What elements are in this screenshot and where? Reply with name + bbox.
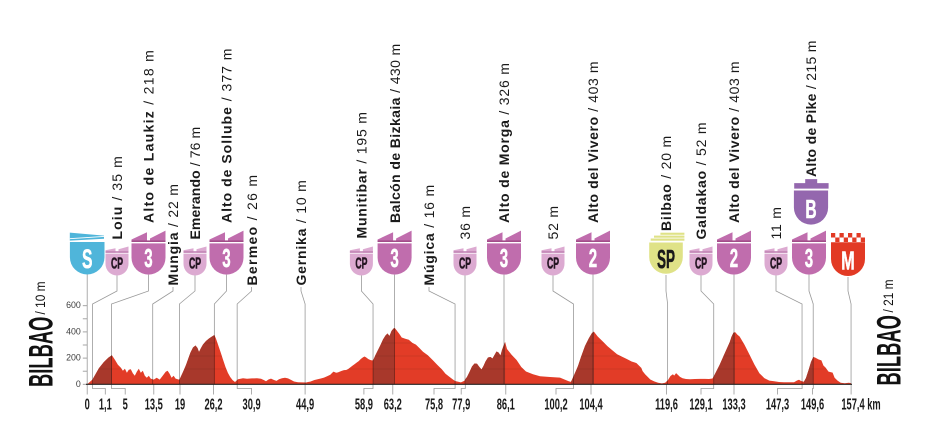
svg-text:133,3: 133,3 bbox=[722, 395, 745, 413]
svg-text:Alto de Pike / 215 m: Alto de Pike / 215 m bbox=[803, 40, 819, 177]
svg-text:200: 200 bbox=[66, 353, 81, 363]
svg-text:58,9: 58,9 bbox=[355, 395, 373, 413]
svg-text:CP: CP bbox=[547, 255, 559, 272]
svg-text:26,2: 26,2 bbox=[204, 395, 222, 413]
svg-text:CP: CP bbox=[111, 255, 123, 272]
svg-text:2: 2 bbox=[589, 244, 597, 273]
svg-text:3: 3 bbox=[222, 244, 231, 273]
svg-text:0: 0 bbox=[76, 379, 81, 389]
svg-text:119,6: 119,6 bbox=[655, 395, 678, 413]
svg-text:3: 3 bbox=[390, 244, 399, 273]
svg-text:CP: CP bbox=[770, 255, 782, 272]
svg-text:0: 0 bbox=[85, 395, 90, 413]
svg-text:5: 5 bbox=[123, 395, 128, 413]
svg-text:600: 600 bbox=[66, 300, 81, 310]
svg-text:75,8: 75,8 bbox=[425, 395, 443, 413]
svg-text:3: 3 bbox=[144, 244, 153, 273]
svg-text:Balcón de Bizkaia / 430 m: Balcón de Bizkaia / 430 m bbox=[387, 43, 403, 223]
svg-text:B: B bbox=[805, 195, 816, 224]
svg-text:30,9: 30,9 bbox=[243, 395, 261, 413]
svg-text:Alto de Laukiz / 218 m: Alto de Laukiz / 218 m bbox=[141, 49, 157, 223]
svg-text:100,2: 100,2 bbox=[544, 395, 567, 413]
svg-text:CP: CP bbox=[355, 255, 367, 272]
svg-text:149,6: 149,6 bbox=[801, 395, 824, 413]
svg-text:/ 10 m: / 10 m bbox=[32, 282, 48, 315]
svg-text:Mungia / 22 m: Mungia / 22 m bbox=[165, 183, 181, 285]
svg-text:1,1: 1,1 bbox=[99, 395, 112, 413]
svg-text:86,1: 86,1 bbox=[497, 395, 515, 413]
svg-text:3: 3 bbox=[500, 244, 509, 273]
svg-text:SP: SP bbox=[657, 245, 675, 274]
svg-text:13,5: 13,5 bbox=[145, 395, 163, 413]
svg-text:BILBAO: BILBAO bbox=[21, 317, 60, 387]
svg-text:Alto de Morga / 326 m: Alto de Morga / 326 m bbox=[496, 62, 512, 223]
svg-text:CP: CP bbox=[189, 255, 201, 272]
svg-text:2: 2 bbox=[730, 244, 738, 273]
svg-text:Gernika / 10 m: Gernika / 10 m bbox=[293, 179, 309, 285]
svg-text:129,1: 129,1 bbox=[689, 395, 712, 413]
svg-text:3: 3 bbox=[805, 244, 814, 273]
svg-text:52 m: 52 m bbox=[545, 205, 561, 239]
svg-text:S: S bbox=[82, 244, 92, 275]
svg-text:Emerando / 76 m: Emerando / 76 m bbox=[187, 127, 203, 240]
svg-text:CP: CP bbox=[695, 255, 707, 272]
svg-text:Munitibar / 195 m: Munitibar / 195 m bbox=[354, 111, 370, 238]
svg-text:44,9: 44,9 bbox=[296, 395, 314, 413]
svg-text:Alto del Vivero / 403 m: Alto del Vivero / 403 m bbox=[585, 61, 601, 223]
svg-text:36 m: 36 m bbox=[457, 205, 473, 239]
svg-text:104,4: 104,4 bbox=[579, 395, 603, 413]
svg-text:63,2: 63,2 bbox=[384, 395, 402, 413]
svg-text:Múgica / 16 m: Múgica / 16 m bbox=[421, 184, 437, 285]
svg-text:Alto de Sollube / 377 m: Alto de Sollube / 377 m bbox=[219, 48, 235, 223]
svg-text:147,3: 147,3 bbox=[766, 395, 789, 413]
svg-text:Loiu / 35 m: Loiu / 35 m bbox=[109, 155, 125, 239]
svg-text:Bermeo / 26 m: Bermeo / 26 m bbox=[244, 174, 260, 286]
svg-text:/ 21 m: / 21 m bbox=[880, 280, 896, 313]
svg-text:11 m: 11 m bbox=[768, 206, 784, 239]
svg-text:Alto del Vivero / 403 m: Alto del Vivero / 403 m bbox=[726, 61, 742, 223]
svg-text:M: M bbox=[841, 245, 854, 275]
svg-text:Galdakao / 52 m: Galdakao / 52 m bbox=[693, 122, 709, 240]
svg-text:CP: CP bbox=[459, 255, 471, 272]
svg-text:400: 400 bbox=[66, 326, 81, 336]
svg-text:Bilbao / 20 m: Bilbao / 20 m bbox=[658, 135, 674, 231]
svg-text:19: 19 bbox=[175, 395, 185, 413]
svg-text:BILBAO: BILBAO bbox=[869, 315, 908, 385]
svg-text:157,4 km: 157,4 km bbox=[841, 395, 880, 413]
svg-text:77,9: 77,9 bbox=[452, 395, 470, 413]
